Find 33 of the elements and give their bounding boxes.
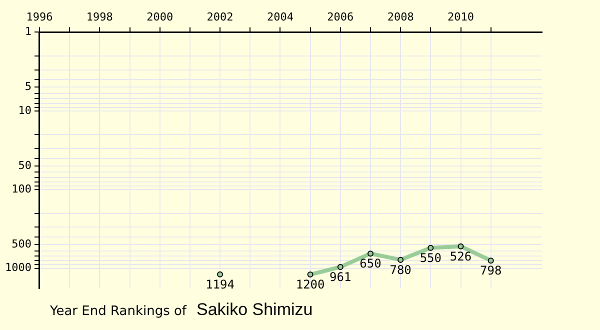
text: Year End Rankings of: [50, 304, 187, 319]
x-tick-label: 2008: [387, 10, 414, 24]
text: Sakiko Shimizu: [196, 300, 313, 319]
data-label: 1194: [206, 277, 234, 292]
data-label: 1200: [296, 278, 325, 292]
data-label: 650: [360, 256, 382, 271]
point: [488, 258, 494, 264]
point: [398, 256, 404, 263]
data-label: 961: [330, 270, 352, 284]
point: [458, 243, 464, 250]
x-tick-label: 2006: [327, 10, 354, 24]
data-label: 780: [390, 262, 412, 277]
point: [337, 264, 344, 270]
x-tick-label: 2000: [146, 10, 174, 24]
y-tick-label: 1: [24, 25, 32, 38]
y-tick-label: 1000: [4, 261, 32, 274]
point: [307, 272, 314, 278]
y-tick-label: 500: [12, 237, 32, 250]
x-tick-label: 2004: [266, 10, 294, 24]
data-label: 798: [480, 264, 502, 278]
x-tick-label: 1998: [86, 10, 113, 24]
x-tick-label: 2002: [206, 10, 234, 24]
y-tick-label: 10: [18, 104, 32, 117]
x-tick-label: 2010: [448, 10, 474, 24]
data-label: 550: [420, 251, 442, 265]
data-label: 526: [450, 249, 472, 264]
point: [428, 244, 434, 251]
point: [217, 271, 224, 278]
x-tick-label: 1996: [26, 10, 53, 24]
point: [367, 250, 374, 257]
y-tick-label: 100: [12, 182, 32, 196]
y-tick-label: 50: [18, 158, 32, 172]
y-tick-label: 5: [24, 80, 32, 94]
